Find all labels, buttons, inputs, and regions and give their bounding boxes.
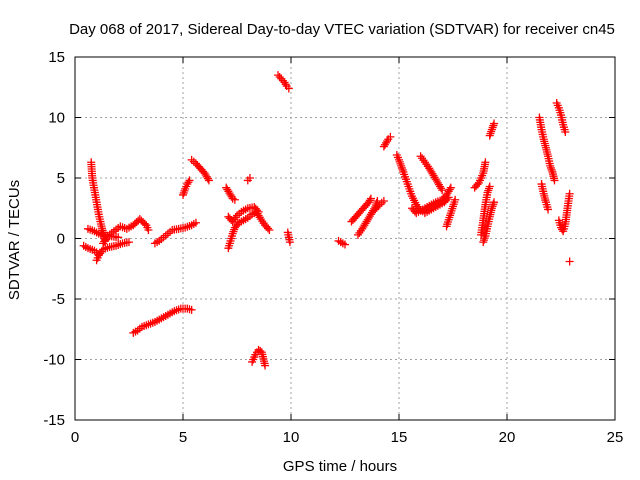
data-point-marker [445, 185, 454, 194]
data-point-marker [256, 215, 265, 224]
data-point-marker [446, 183, 455, 192]
data-point-marker [443, 194, 452, 203]
data-point-marker [191, 218, 200, 227]
x-tick-label: 25 [607, 429, 624, 446]
data-point-marker [96, 249, 105, 258]
data-point-marker [285, 238, 294, 247]
y-tick-label: 10 [48, 110, 65, 127]
y-tick-label: -5 [52, 291, 65, 308]
data-point-marker [179, 188, 188, 197]
data-point-marker [179, 190, 187, 199]
data-point-marker [484, 186, 493, 195]
data-point-marker [261, 361, 270, 370]
data-point-marker [229, 227, 238, 236]
data-point-marker [258, 217, 267, 226]
data-point-marker [180, 186, 189, 195]
chart-title: Day 068 of 2017, Sidereal Day-to-day VTE… [69, 21, 615, 38]
data-point-marker [263, 224, 272, 233]
data-point-marker [379, 196, 388, 205]
data-point-marker [395, 157, 404, 166]
data-point-marker [565, 257, 574, 266]
data-point-marker [473, 180, 482, 189]
data-points [79, 71, 574, 370]
data-point-marker [547, 165, 556, 174]
grid-lines [75, 57, 615, 420]
data-point-marker [184, 178, 193, 187]
data-point-marker [397, 163, 406, 172]
data-point-marker [374, 202, 383, 211]
data-point-marker [284, 84, 293, 93]
y-tick-label: 15 [48, 49, 65, 66]
x-tick-label: 20 [499, 429, 516, 446]
data-point-marker [365, 196, 374, 205]
y-axis-label: SDTVAR / TECUs [6, 180, 23, 300]
data-point-marker [479, 236, 488, 245]
data-point-marker [485, 182, 494, 191]
data-point-marker [253, 206, 262, 215]
data-point-marker [203, 174, 212, 183]
x-tick-label: 5 [179, 429, 187, 446]
data-point-marker [561, 128, 570, 137]
axis-ticks: 0 5 10 15 20 25 -15 -10 -5 0 5 10 15 [43, 49, 623, 446]
data-point-marker [418, 154, 427, 163]
y-tick-label: -15 [43, 412, 65, 429]
data-point-marker [94, 251, 103, 260]
data-point-marker [281, 80, 290, 89]
data-point-marker [230, 195, 239, 204]
data-point-marker [355, 228, 364, 237]
data-point-marker [489, 200, 498, 209]
data-point-marker [265, 226, 274, 235]
y-tick-label: 5 [57, 170, 65, 187]
data-point-marker [550, 176, 559, 185]
x-axis-label: GPS time / hours [283, 458, 397, 475]
data-point-marker [546, 163, 555, 172]
x-tick-label: 10 [283, 429, 300, 446]
data-point-marker [144, 226, 153, 235]
data-point-marker [245, 174, 254, 182]
data-point-marker [488, 202, 497, 211]
data-point-marker [487, 204, 496, 213]
data-point-marker [565, 189, 574, 198]
data-point-marker [341, 240, 349, 249]
data-point-marker [413, 202, 422, 211]
data-point-marker [386, 132, 395, 141]
data-point-marker [254, 207, 263, 216]
data-point-marker [114, 233, 123, 242]
y-tick-label: -10 [43, 352, 65, 369]
data-point-marker [366, 194, 375, 203]
data-point-marker [451, 195, 460, 204]
data-point-marker [204, 176, 213, 185]
data-point-marker [438, 186, 447, 195]
x-tick-label: 15 [391, 429, 408, 446]
data-point-marker [444, 193, 453, 202]
data-point-marker [544, 205, 553, 214]
data-point-marker [488, 123, 497, 132]
data-point-marker [422, 160, 431, 169]
data-point-marker [481, 158, 490, 167]
data-point-marker [416, 152, 425, 161]
data-point-marker [490, 198, 499, 207]
data-point-marker [485, 184, 493, 193]
data-point-marker [125, 238, 133, 247]
data-point-marker [228, 217, 237, 226]
data-point-marker [383, 137, 392, 146]
data-point-marker [187, 305, 196, 314]
x-tick-label: 0 [71, 429, 79, 446]
data-point-marker [437, 184, 446, 193]
data-point-marker [185, 176, 194, 185]
data-point-marker [490, 119, 499, 128]
data-point-marker [486, 129, 495, 138]
y-tick-label: 0 [57, 231, 65, 248]
data-point-marker [230, 215, 239, 224]
